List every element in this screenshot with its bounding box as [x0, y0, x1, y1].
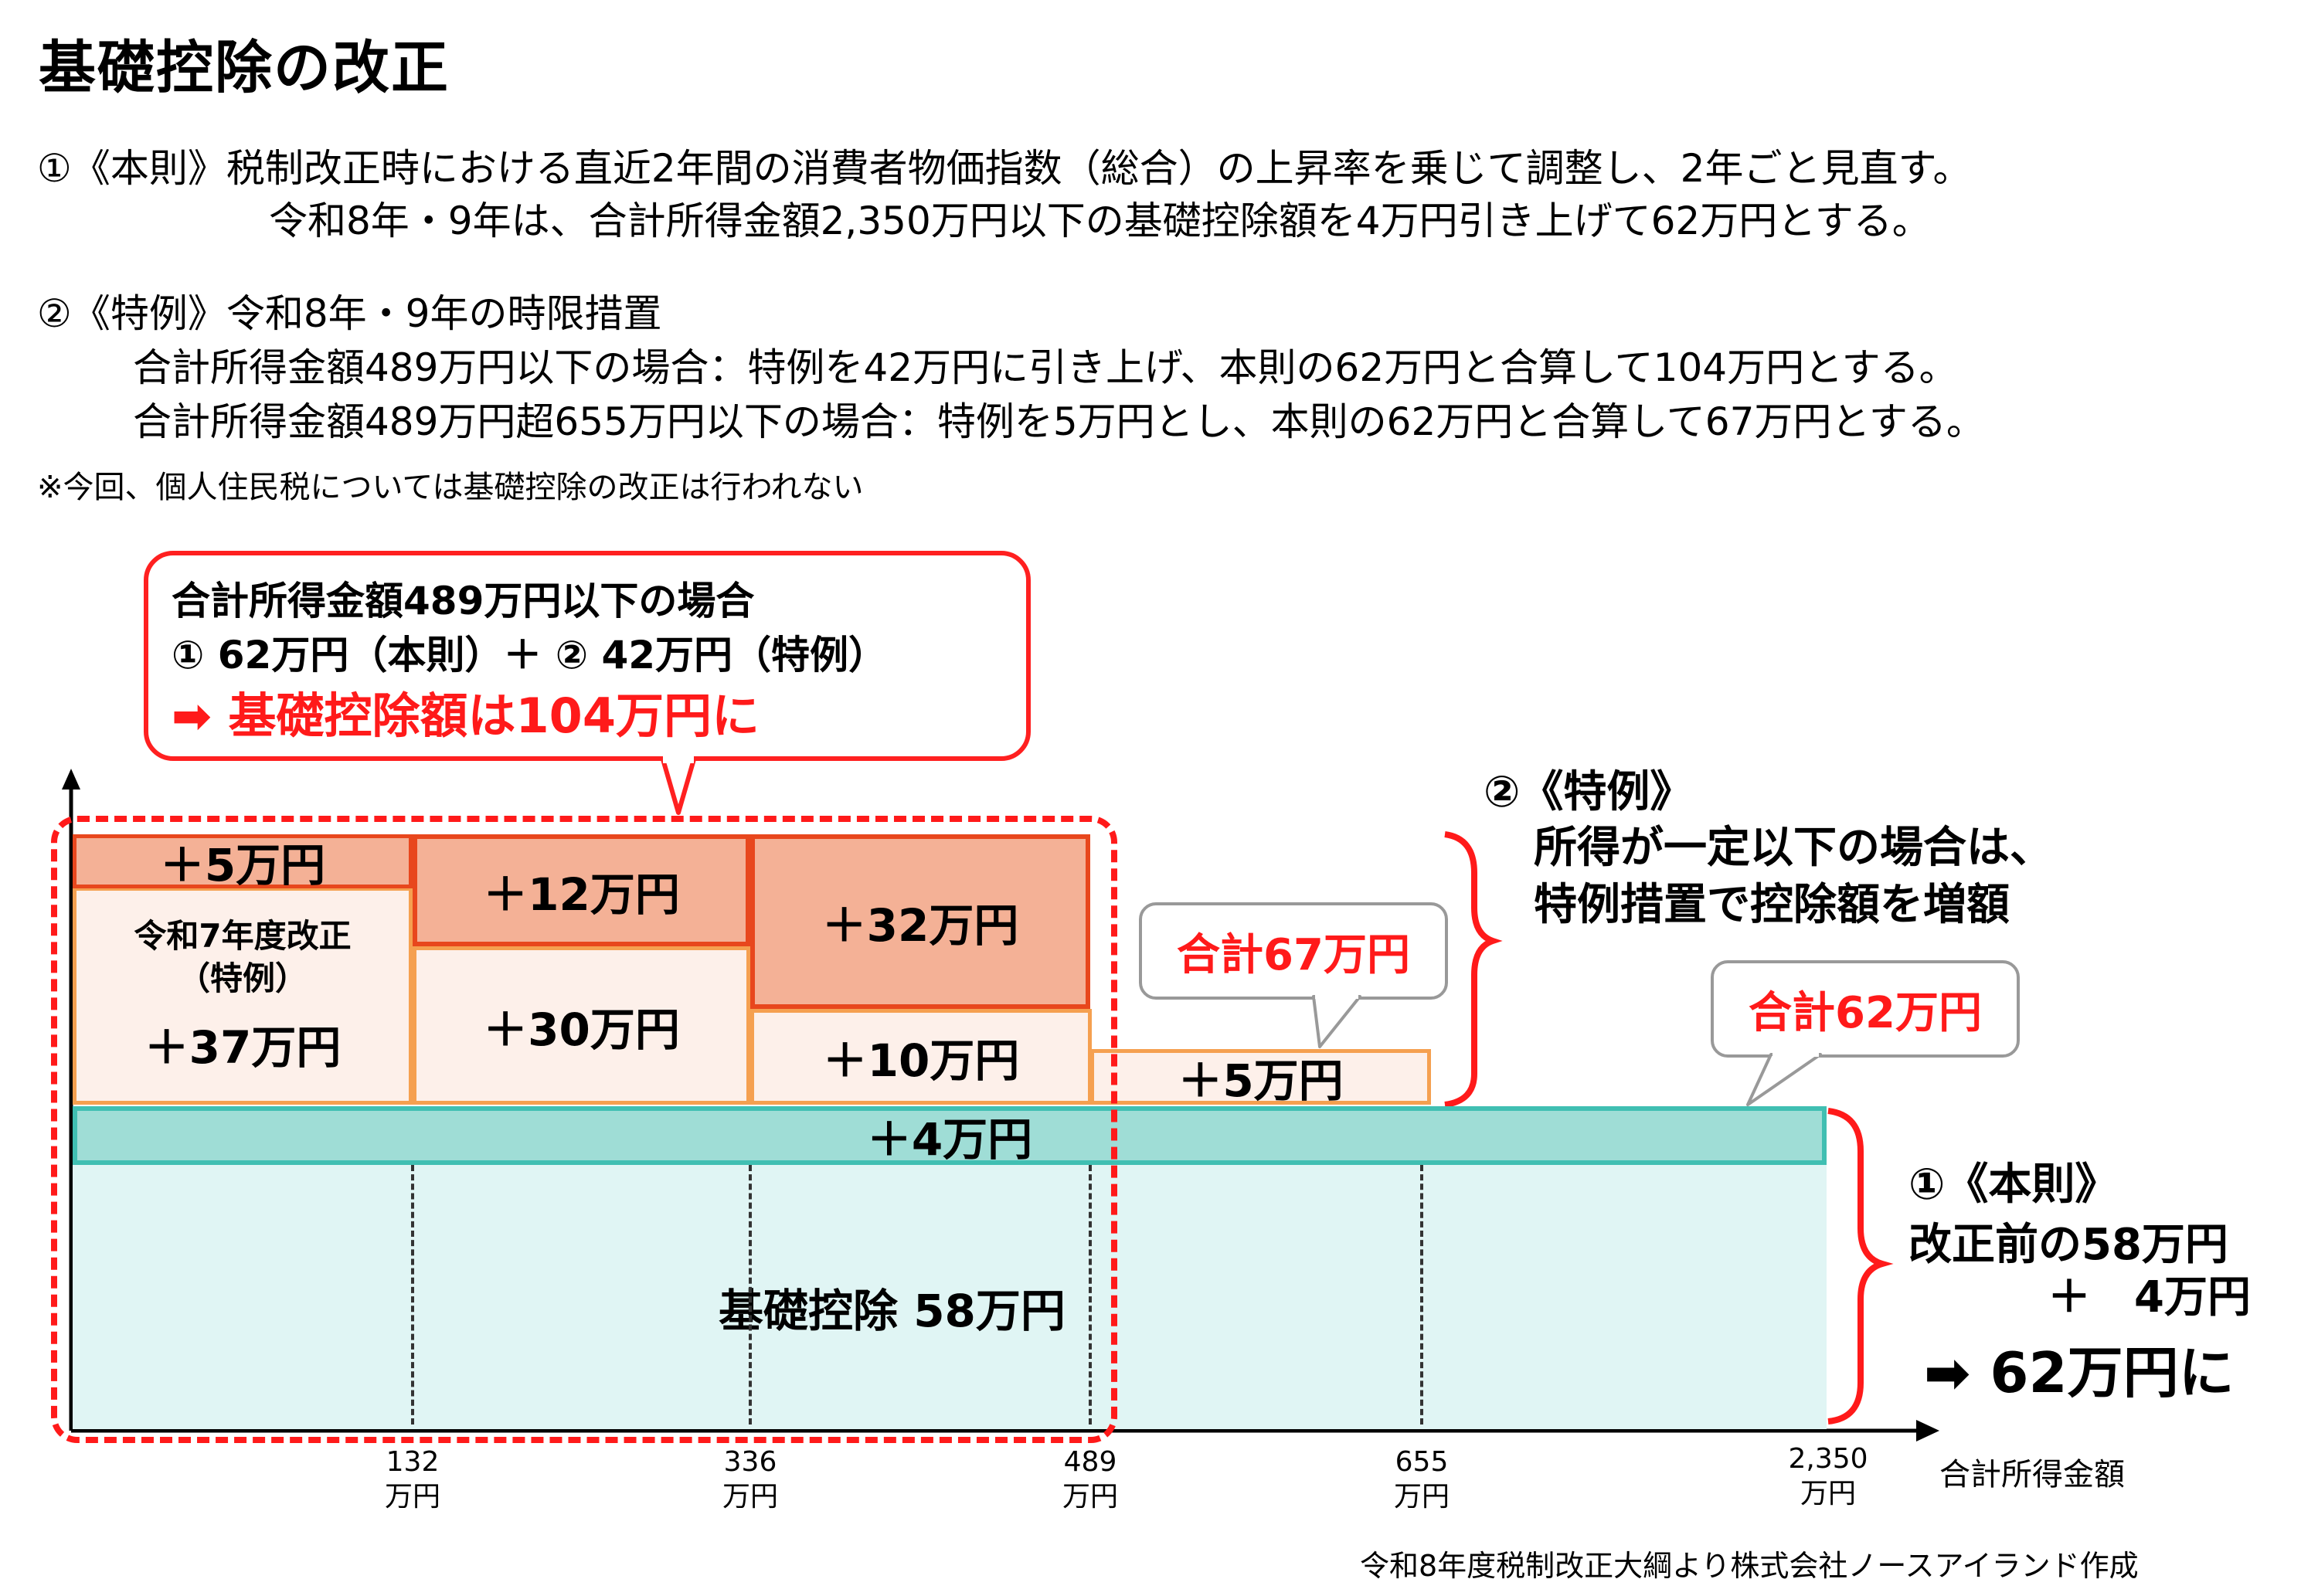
- y-axis-arrow: [62, 769, 80, 790]
- page-title: 基礎控除の改正: [39, 35, 450, 101]
- tokurei-desc2: 特例措置で控除額を増額: [1534, 880, 2010, 930]
- band2-plus12-label: ＋12万円: [483, 868, 680, 921]
- tokurei-desc1: 所得が一定以下の場合は、: [1534, 823, 2053, 873]
- tokurei-rule-line1: ②《特例》令和8年・9年の時限措置: [37, 291, 662, 336]
- tokurei-bracket: [1444, 831, 1503, 1108]
- resident-tax-note: ※今回、個人住民税については基礎控除の改正は行われない: [37, 470, 864, 505]
- tick-655: 655 万円: [1394, 1445, 1450, 1514]
- divider-489: [1089, 1165, 1092, 1425]
- honsoku-title: ①《本則》: [1908, 1160, 2119, 1210]
- tick-336: 336 万円: [722, 1445, 778, 1514]
- callout-box: [144, 551, 1031, 761]
- tick-132: 132 万円: [385, 1445, 440, 1514]
- bubble62-pointer-mask: [1772, 1050, 1819, 1057]
- divider-132: [411, 1165, 414, 1425]
- band3-plus10-segment: ＋10万円: [750, 1009, 1092, 1105]
- tokurei-title: ②《特例》: [1484, 767, 1694, 817]
- r7-sub-label: （特例）: [177, 959, 308, 997]
- callout-result: ➡ 基礎控除額は104万円に: [172, 688, 760, 744]
- le489-dashed-frame: [51, 816, 1117, 1443]
- total-62-label: 合計62万円: [1749, 987, 1982, 1038]
- divider-336: [749, 1165, 752, 1425]
- total-67-label: 合計67万円: [1177, 929, 1410, 980]
- band1-plus5-label: ＋5万円: [159, 839, 326, 891]
- band3-plus32-label: ＋32万円: [821, 899, 1019, 952]
- callout-line1: 合計所得金額489万円以下の場合: [172, 579, 755, 623]
- tokurei-rule-line3: 合計所得金額489万円超655万円以下の場合：特例を5万円とし、本則の62万円と…: [133, 399, 1985, 444]
- x-axis-label: 合計所得金額: [1939, 1457, 2125, 1492]
- honsoku-result: ➡ 62万円に: [1924, 1340, 2235, 1405]
- band2-plus30-label: ＋30万円: [483, 1003, 680, 1056]
- bubble67-pointer-mask: [1315, 992, 1358, 999]
- tick-2350-unit: 万円: [1800, 1478, 1856, 1509]
- tick-489-value: 489: [1063, 1446, 1117, 1478]
- base-deduction-segment: [73, 1165, 1827, 1429]
- callout-pointer-mask: [663, 754, 694, 763]
- tick-489-unit: 万円: [1062, 1481, 1119, 1513]
- honsoku-plus4-label: ＋4万円: [866, 1113, 1033, 1166]
- total-67-bubble: 合計67万円: [1139, 902, 1448, 1000]
- tick-2350: 2,350 万円: [1788, 1441, 1868, 1511]
- tick-132-unit: 万円: [384, 1481, 441, 1513]
- bubble62-pointer: [1746, 1053, 1822, 1106]
- tick-336-value: 336: [723, 1446, 777, 1478]
- tick-655-value: 655: [1395, 1446, 1449, 1478]
- honsoku-bracket: [1827, 1108, 1894, 1425]
- band3-plus10-label: ＋10万円: [822, 1034, 1020, 1087]
- honsoku-desc2: ＋ 4万円: [2048, 1272, 2251, 1323]
- base-deduction-label: 基礎控除 58万円: [719, 1285, 1066, 1337]
- tick-655-unit: 万円: [1393, 1481, 1450, 1513]
- tick-132-value: 132: [386, 1446, 440, 1478]
- honsoku-plus4-segment: ＋4万円: [73, 1106, 1827, 1166]
- callout-line2: ① 62万円（本則）＋ ② 42万円（特例）: [172, 633, 888, 677]
- tokurei-rule-line2: 合計所得金額489万円以下の場合：特例を42万円に引き上げ、本則の62万円と合算…: [133, 345, 1958, 390]
- x-axis-arrow: [1916, 1420, 1939, 1441]
- r7-label: 令和7年度改正: [134, 917, 352, 956]
- divider-655: [1420, 1165, 1423, 1425]
- tick-489: 489 万円: [1062, 1445, 1118, 1514]
- tick-336-unit: 万円: [722, 1481, 779, 1513]
- r7-tokurei-segment: 令和7年度改正 （特例） ＋37万円: [73, 887, 413, 1105]
- honsoku-desc1: 改正前の58万円: [1908, 1220, 2228, 1270]
- total-62-bubble: 合計62万円: [1711, 960, 2020, 1058]
- honsoku-rule-line1: ①《本則》税制改正時における直近2年間の消費者物価指数（総合）の上昇率を乗じて調…: [37, 146, 1972, 191]
- band3-plus32-segment: ＋32万円: [750, 834, 1090, 1009]
- r7-plus37-label: ＋37万円: [144, 1020, 342, 1074]
- band4-plus5-segment: ＋5万円: [1090, 1049, 1431, 1107]
- bubble67-pointer: [1312, 995, 1361, 1048]
- band2-plus12-segment: ＋12万円: [413, 834, 750, 946]
- tick-2350-value: 2,350: [1788, 1443, 1868, 1475]
- band2-plus30-segment: ＋30万円: [413, 946, 750, 1105]
- band4-plus5-label: ＋5万円: [1178, 1054, 1344, 1107]
- source-credit: 令和8年度税制改正大綱より株式会社ノースアイランド作成: [1360, 1549, 2139, 1583]
- honsoku-rule-line2: 令和8年・9年は、合計所得金額2,350万円以下の基礎控除額を4万円引き上げて6…: [269, 199, 1931, 243]
- band1-plus5-segment: ＋5万円: [73, 834, 413, 891]
